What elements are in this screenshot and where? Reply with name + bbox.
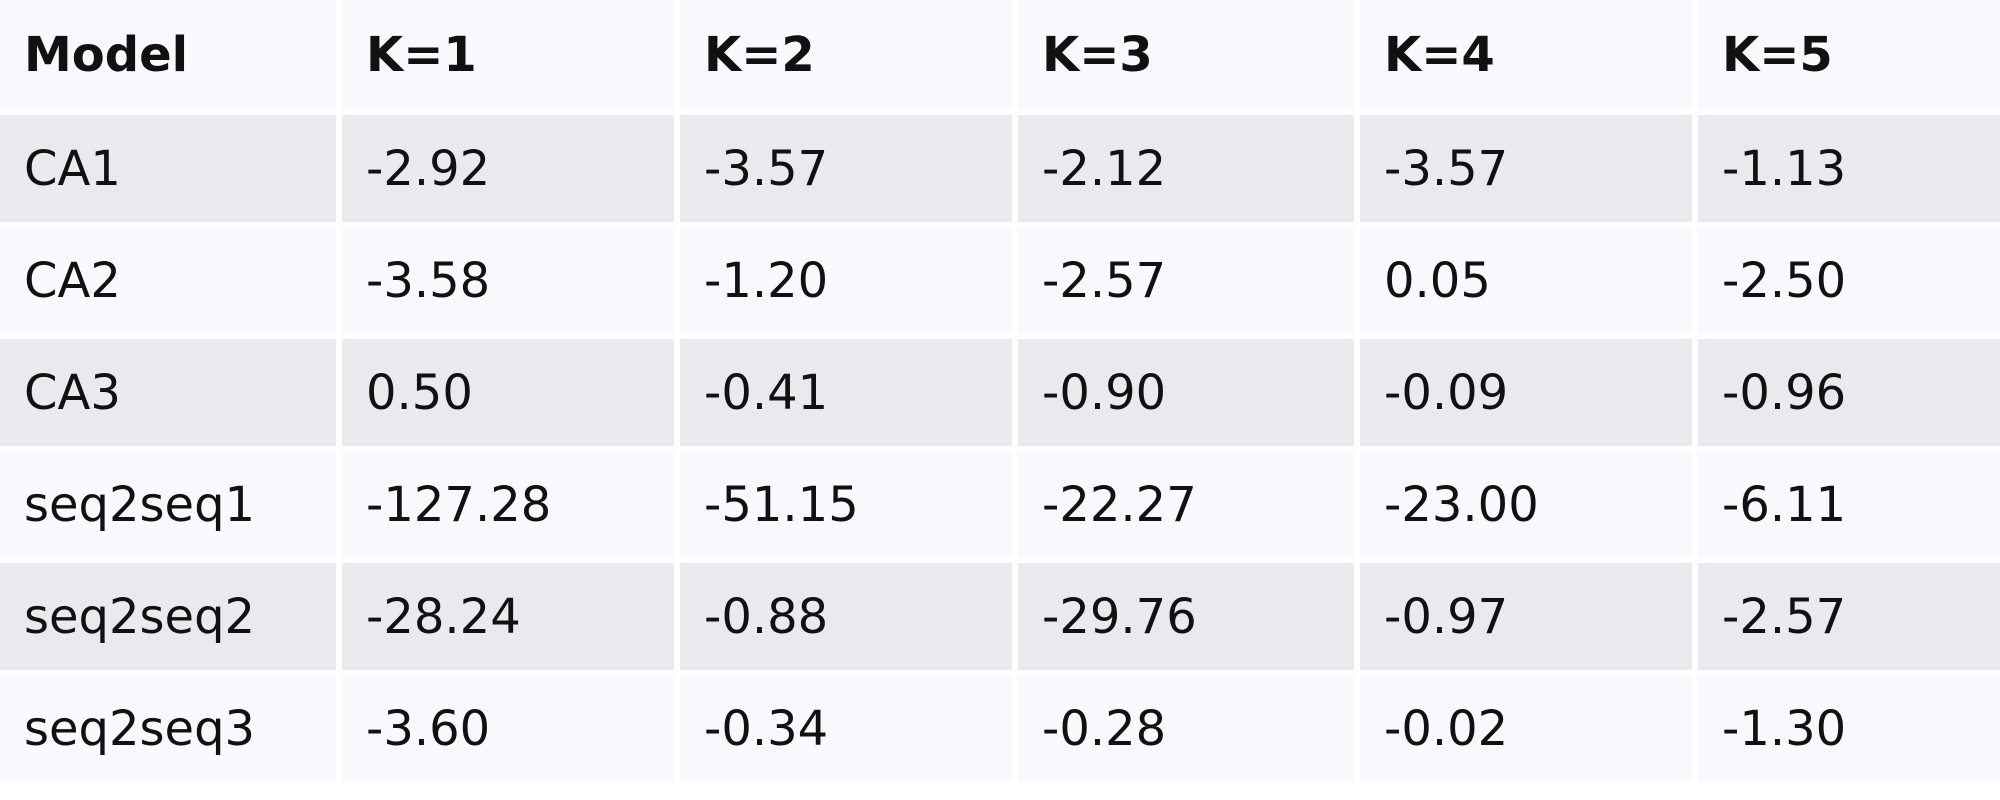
model-cell: seq2seq1 [0, 446, 336, 558]
value-cell: -0.90 [1018, 334, 1354, 446]
value-cell: -1.20 [680, 222, 1012, 334]
results-table: Model K=1 K=2 K=3 K=4 K=5 CA1 -2.92 -3.5… [0, 0, 2000, 782]
value-cell: -51.15 [680, 446, 1012, 558]
header-k3: K=3 [1018, 0, 1354, 110]
header-model: Model [0, 0, 336, 110]
header-k2: K=2 [680, 0, 1012, 110]
header-k5: K=5 [1698, 0, 2000, 110]
value-cell: -0.02 [1360, 670, 1692, 782]
value-cell: -3.57 [680, 110, 1012, 222]
table-header: Model K=1 K=2 K=3 K=4 K=5 [0, 0, 2000, 110]
value-cell: -2.57 [1018, 222, 1354, 334]
header-k1: K=1 [342, 0, 674, 110]
value-cell: -29.76 [1018, 558, 1354, 670]
value-cell: -1.13 [1698, 110, 2000, 222]
value-cell: -6.11 [1698, 446, 2000, 558]
model-cell: CA2 [0, 222, 336, 334]
value-cell: -0.28 [1018, 670, 1354, 782]
value-cell: -127.28 [342, 446, 674, 558]
value-cell: -0.96 [1698, 334, 2000, 446]
value-cell: -2.92 [342, 110, 674, 222]
value-cell: -0.97 [1360, 558, 1692, 670]
table-row: CA2 -3.58 -1.20 -2.57 0.05 -2.50 [0, 222, 2000, 334]
table-body: CA1 -2.92 -3.57 -2.12 -3.57 -1.13 CA2 -3… [0, 110, 2000, 782]
value-cell: -28.24 [342, 558, 674, 670]
value-cell: -0.88 [680, 558, 1012, 670]
model-cell: CA3 [0, 334, 336, 446]
model-cell: seq2seq2 [0, 558, 336, 670]
model-cell: seq2seq3 [0, 670, 336, 782]
value-cell: -3.60 [342, 670, 674, 782]
value-cell: 0.05 [1360, 222, 1692, 334]
table-row: seq2seq3 -3.60 -0.34 -0.28 -0.02 -1.30 [0, 670, 2000, 782]
table-row: seq2seq2 -28.24 -0.88 -29.76 -0.97 -2.57 [0, 558, 2000, 670]
table-row: CA3 0.50 -0.41 -0.90 -0.09 -0.96 [0, 334, 2000, 446]
table-row: CA1 -2.92 -3.57 -2.12 -3.57 -1.13 [0, 110, 2000, 222]
value-cell: -1.30 [1698, 670, 2000, 782]
value-cell: -0.41 [680, 334, 1012, 446]
value-cell: -2.50 [1698, 222, 2000, 334]
value-cell: -22.27 [1018, 446, 1354, 558]
table-row: seq2seq1 -127.28 -51.15 -22.27 -23.00 -6… [0, 446, 2000, 558]
value-cell: -0.09 [1360, 334, 1692, 446]
value-cell: -3.58 [342, 222, 674, 334]
model-cell: CA1 [0, 110, 336, 222]
value-cell: -0.34 [680, 670, 1012, 782]
value-cell: -2.12 [1018, 110, 1354, 222]
header-k4: K=4 [1360, 0, 1692, 110]
value-cell: -3.57 [1360, 110, 1692, 222]
value-cell: -23.00 [1360, 446, 1692, 558]
header-row: Model K=1 K=2 K=3 K=4 K=5 [0, 0, 2000, 110]
value-cell: -2.57 [1698, 558, 2000, 670]
value-cell: 0.50 [342, 334, 674, 446]
